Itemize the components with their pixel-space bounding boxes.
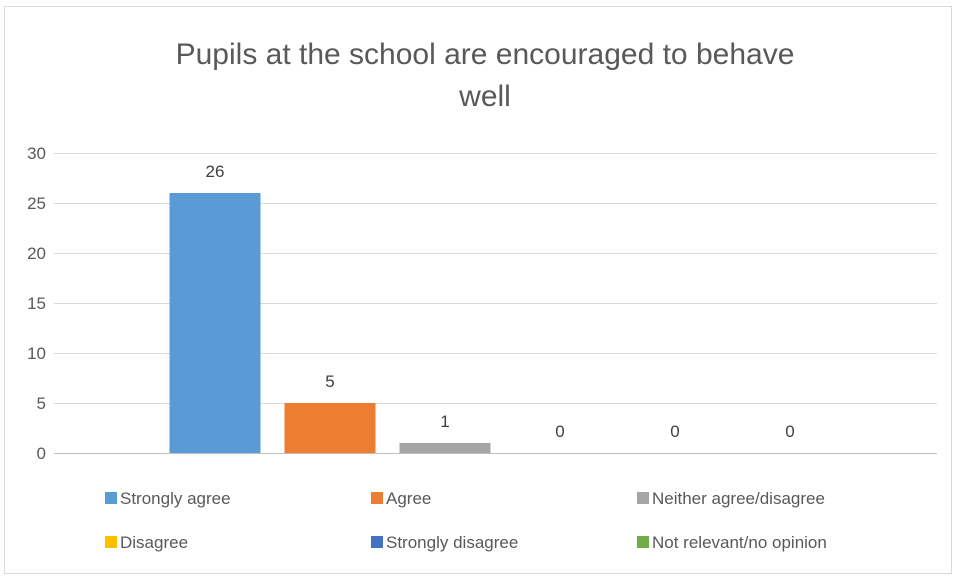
bar: [399, 443, 491, 453]
legend-swatch: [105, 536, 117, 548]
legend-label: Disagree: [120, 533, 188, 552]
y-tick-label: 30: [27, 144, 46, 163]
y-tick-label: 25: [27, 194, 46, 213]
legend-swatch: [105, 492, 117, 504]
legend-label: Strongly agree: [120, 489, 231, 508]
bar: [169, 193, 261, 453]
data-label: 26: [206, 162, 225, 181]
y-tick-label: 5: [37, 394, 46, 413]
y-tick-label: 15: [27, 294, 46, 313]
chart-frame: [4, 6, 952, 574]
bar: [284, 403, 376, 453]
legend-swatch: [637, 492, 649, 504]
data-label: 1: [440, 412, 449, 431]
legend-label: Neither agree/disagree: [652, 489, 825, 508]
legend-label: Agree: [386, 489, 431, 508]
y-tick-label: 20: [27, 244, 46, 263]
legend-swatch: [371, 492, 383, 504]
chart-title-line-2: well: [458, 80, 511, 113]
chart-title-line-1: Pupils at the school are encouraged to b…: [176, 38, 795, 71]
y-tick-label: 10: [27, 344, 46, 363]
data-label: 5: [325, 372, 334, 391]
data-label: 0: [670, 422, 679, 441]
data-label: 0: [785, 422, 794, 441]
y-tick-label: 0: [37, 444, 46, 463]
legend-swatch: [637, 536, 649, 548]
legend-label: Not relevant/no opinion: [652, 533, 827, 552]
legend-swatch: [371, 536, 383, 548]
data-label: 0: [555, 422, 564, 441]
legend-label: Strongly disagree: [386, 533, 518, 552]
